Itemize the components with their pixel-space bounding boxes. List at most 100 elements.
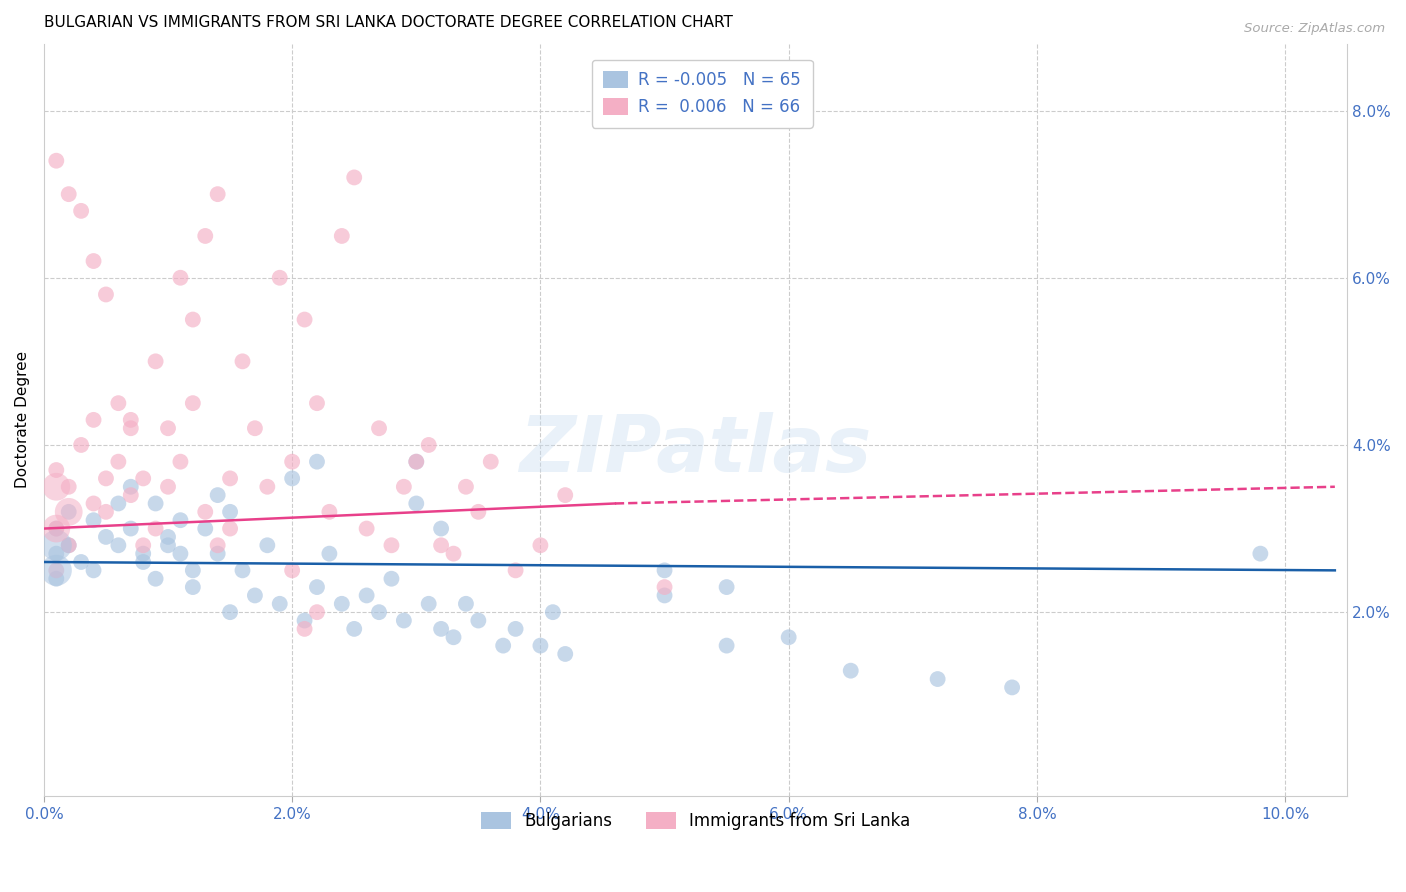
Point [120,421,142,435]
Point [145,522,167,536]
Point [430,622,453,636]
Point [181,580,204,594]
Point [132,555,155,569]
Point [157,480,180,494]
Point [716,580,738,594]
Point [120,488,142,502]
Point [58,538,80,552]
Point [1001,681,1024,695]
Point [45,522,67,536]
Point [45,547,67,561]
Point [120,522,142,536]
Point [181,563,204,577]
Text: Source: ZipAtlas.com: Source: ZipAtlas.com [1244,22,1385,36]
Point [231,563,253,577]
Point [654,580,676,594]
Point [45,463,67,477]
Point [368,421,391,435]
Point [45,480,67,494]
Point [169,455,191,469]
Point [58,480,80,494]
Point [132,538,155,552]
Point [492,639,515,653]
Point [380,572,402,586]
Point [256,538,278,552]
Point [269,597,291,611]
Point [219,605,242,619]
Point [554,647,576,661]
Point [505,563,527,577]
Point [219,505,242,519]
Point [58,187,80,202]
Point [120,413,142,427]
Text: ZIPatlas: ZIPatlas [519,412,872,488]
Point [58,538,80,552]
Point [83,413,105,427]
Point [294,614,316,628]
Point [443,547,465,561]
Point [839,664,862,678]
Point [467,614,489,628]
Point [305,605,328,619]
Point [120,480,142,494]
Point [83,563,105,577]
Point [418,438,440,452]
Point [132,471,155,485]
Point [70,203,93,218]
Point [207,187,229,202]
Point [243,589,266,603]
Point [330,229,353,244]
Point [541,605,564,619]
Point [45,563,67,577]
Point [454,480,477,494]
Point [1249,547,1271,561]
Point [529,538,551,552]
Point [778,630,800,644]
Point [207,547,229,561]
Point [207,538,229,552]
Point [405,455,427,469]
Point [169,513,191,527]
Point [405,455,427,469]
Point [318,505,340,519]
Y-axis label: Doctorate Degree: Doctorate Degree [15,351,30,489]
Text: BULGARIAN VS IMMIGRANTS FROM SRI LANKA DOCTORATE DEGREE CORRELATION CHART: BULGARIAN VS IMMIGRANTS FROM SRI LANKA D… [44,15,733,30]
Point [83,254,105,268]
Point [418,597,440,611]
Point [207,488,229,502]
Point [294,312,316,326]
Point [454,597,477,611]
Legend: Bulgarians, Immigrants from Sri Lanka: Bulgarians, Immigrants from Sri Lanka [474,805,917,837]
Point [94,530,117,544]
Point [45,538,67,552]
Point [269,270,291,285]
Point [45,522,67,536]
Point [157,530,180,544]
Point [83,513,105,527]
Point [294,622,316,636]
Point [405,496,427,510]
Point [356,522,378,536]
Point [194,505,217,519]
Point [467,505,489,519]
Point [479,455,502,469]
Point [94,471,117,485]
Point [318,547,340,561]
Point [505,622,527,636]
Point [70,438,93,452]
Point [392,614,415,628]
Point [94,287,117,301]
Point [305,580,328,594]
Point [107,538,129,552]
Point [243,421,266,435]
Point [356,589,378,603]
Point [94,505,117,519]
Point [716,639,738,653]
Point [654,563,676,577]
Point [107,496,129,510]
Point [45,572,67,586]
Point [281,563,304,577]
Point [529,639,551,653]
Point [107,396,129,410]
Point [70,555,93,569]
